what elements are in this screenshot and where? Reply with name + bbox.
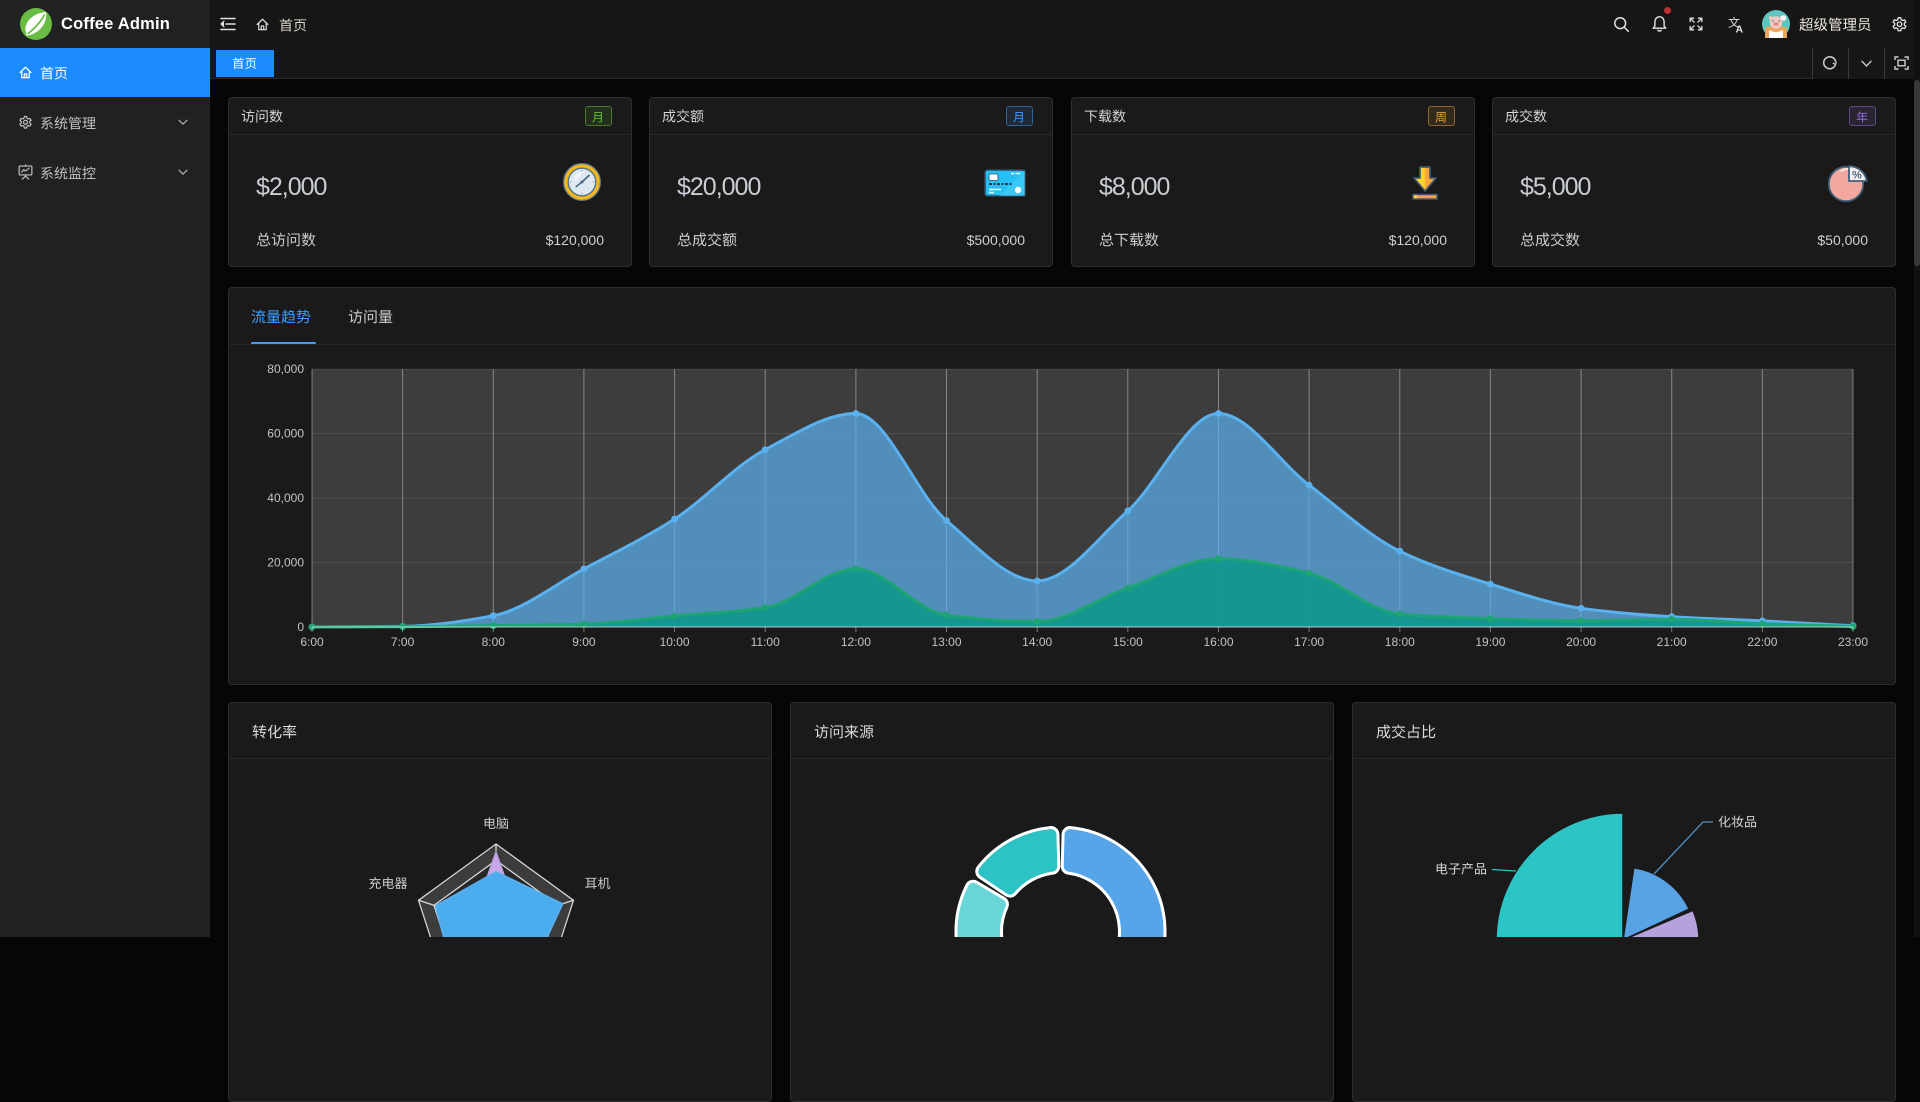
svg-text:20:00: 20:00	[1566, 635, 1596, 649]
svg-text:20,000: 20,000	[267, 556, 304, 570]
svg-text:14:00: 14:00	[1022, 635, 1052, 649]
svg-text:6:00: 6:00	[300, 635, 324, 649]
svg-text:7:00: 7:00	[391, 635, 415, 649]
svg-text:40,000: 40,000	[267, 491, 304, 505]
svg-text:12:00: 12:00	[841, 635, 871, 649]
svg-text:17:00: 17:00	[1294, 635, 1324, 649]
svg-text:0: 0	[297, 620, 304, 634]
svg-text:8:00: 8:00	[482, 635, 506, 649]
svg-text:9:00: 9:00	[572, 635, 596, 649]
svg-text:13:00: 13:00	[931, 635, 961, 649]
svg-text:16:00: 16:00	[1203, 635, 1233, 649]
svg-text:21:00: 21:00	[1657, 635, 1687, 649]
svg-text:10:00: 10:00	[660, 635, 690, 649]
svg-text:15:00: 15:00	[1113, 635, 1143, 649]
svg-text:19:00: 19:00	[1475, 635, 1505, 649]
svg-text:23:00: 23:00	[1838, 635, 1868, 649]
svg-text:60,000: 60,000	[267, 427, 304, 441]
svg-text:18:00: 18:00	[1385, 635, 1415, 649]
svg-text:%: %	[1852, 170, 1862, 182]
svg-text:80,000: 80,000	[267, 362, 304, 376]
svg-text:11:00: 11:00	[751, 635, 780, 649]
svg-text:22:00: 22:00	[1747, 635, 1777, 649]
svg-text:A: A	[1736, 24, 1744, 34]
